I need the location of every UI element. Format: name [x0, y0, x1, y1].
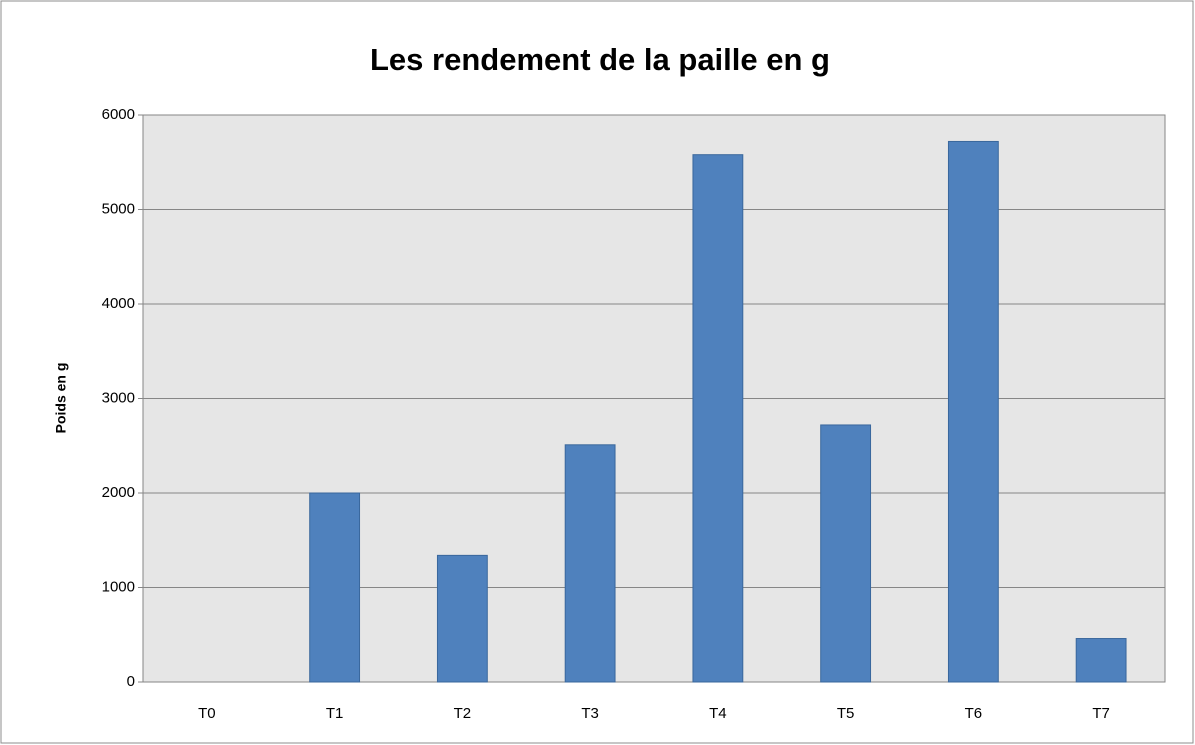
bar [564, 444, 616, 683]
y-tick-label: 1000 [102, 578, 135, 595]
bar [692, 154, 744, 683]
y-tick-label: 5000 [102, 200, 135, 217]
bar [820, 424, 872, 683]
x-tick-label: T7 [1092, 705, 1110, 722]
x-tick-label: T4 [709, 705, 727, 722]
x-tick-label: T0 [198, 705, 216, 722]
x-tick-label: T2 [454, 705, 472, 722]
x-tick-label: T1 [326, 705, 344, 722]
x-tick-label: T6 [965, 705, 983, 722]
bar [947, 140, 999, 683]
bar [436, 554, 488, 683]
y-axis-label: Poids en g [53, 363, 69, 434]
y-tick-label: 3000 [102, 389, 135, 406]
y-tick-label: 6000 [102, 106, 135, 123]
y-tick-label: 4000 [102, 295, 135, 312]
x-tick-label: T3 [581, 705, 599, 722]
x-tick-label: T5 [837, 705, 855, 722]
y-tick-label: 0 [127, 673, 135, 690]
chart-title: Les rendement de la paille en g [370, 42, 830, 77]
bar [1075, 638, 1127, 683]
y-tick-label: 2000 [102, 484, 135, 501]
bar [309, 492, 361, 683]
